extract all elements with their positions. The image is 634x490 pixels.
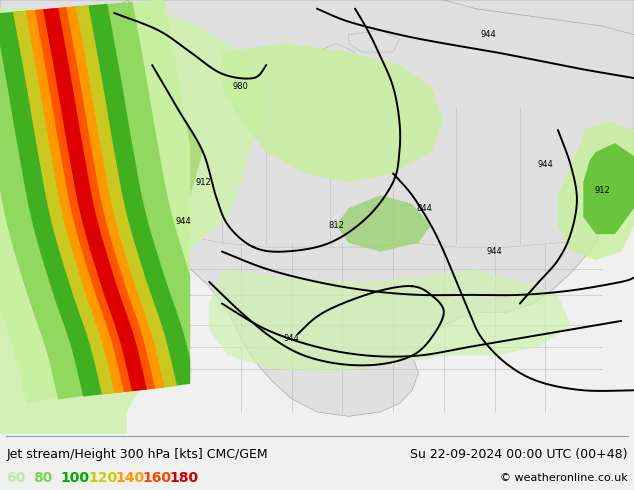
Polygon shape: [43, 8, 147, 391]
Polygon shape: [0, 9, 266, 434]
Text: 912: 912: [595, 186, 610, 196]
Polygon shape: [0, 0, 190, 403]
Text: 944: 944: [284, 334, 299, 343]
Text: © weatheronline.co.uk: © weatheronline.co.uk: [500, 472, 628, 483]
Polygon shape: [349, 30, 399, 52]
Polygon shape: [583, 143, 634, 234]
Text: 912: 912: [195, 178, 210, 187]
Polygon shape: [0, 4, 190, 396]
Text: 812: 812: [328, 221, 344, 230]
Text: 120: 120: [88, 470, 117, 485]
Text: 944: 944: [176, 217, 191, 226]
Polygon shape: [13, 5, 177, 394]
Polygon shape: [222, 44, 444, 182]
Text: Su 22-09-2024 00:00 UTC (00+48): Su 22-09-2024 00:00 UTC (00+48): [410, 448, 628, 461]
Polygon shape: [444, 0, 634, 35]
Circle shape: [49, 246, 65, 257]
Polygon shape: [0, 0, 634, 416]
Text: 80: 80: [34, 470, 53, 485]
Text: 944: 944: [538, 160, 553, 169]
Text: 160: 160: [143, 470, 172, 485]
Text: 944: 944: [487, 247, 502, 256]
Text: Jet stream/Height 300 hPa [kts] CMC/GEM: Jet stream/Height 300 hPa [kts] CMC/GEM: [6, 448, 268, 461]
Text: 844: 844: [417, 204, 433, 213]
Polygon shape: [0, 1, 190, 399]
Polygon shape: [558, 122, 634, 260]
Text: 100: 100: [61, 470, 90, 485]
Polygon shape: [35, 7, 155, 392]
Text: 180: 180: [170, 470, 199, 485]
Polygon shape: [209, 269, 571, 373]
Polygon shape: [114, 87, 203, 368]
Text: 60: 60: [6, 470, 25, 485]
Text: 944: 944: [481, 30, 496, 39]
Polygon shape: [25, 6, 164, 393]
Text: 140: 140: [115, 470, 145, 485]
Text: 980: 980: [233, 82, 249, 91]
Polygon shape: [336, 195, 431, 251]
Polygon shape: [317, 44, 355, 65]
